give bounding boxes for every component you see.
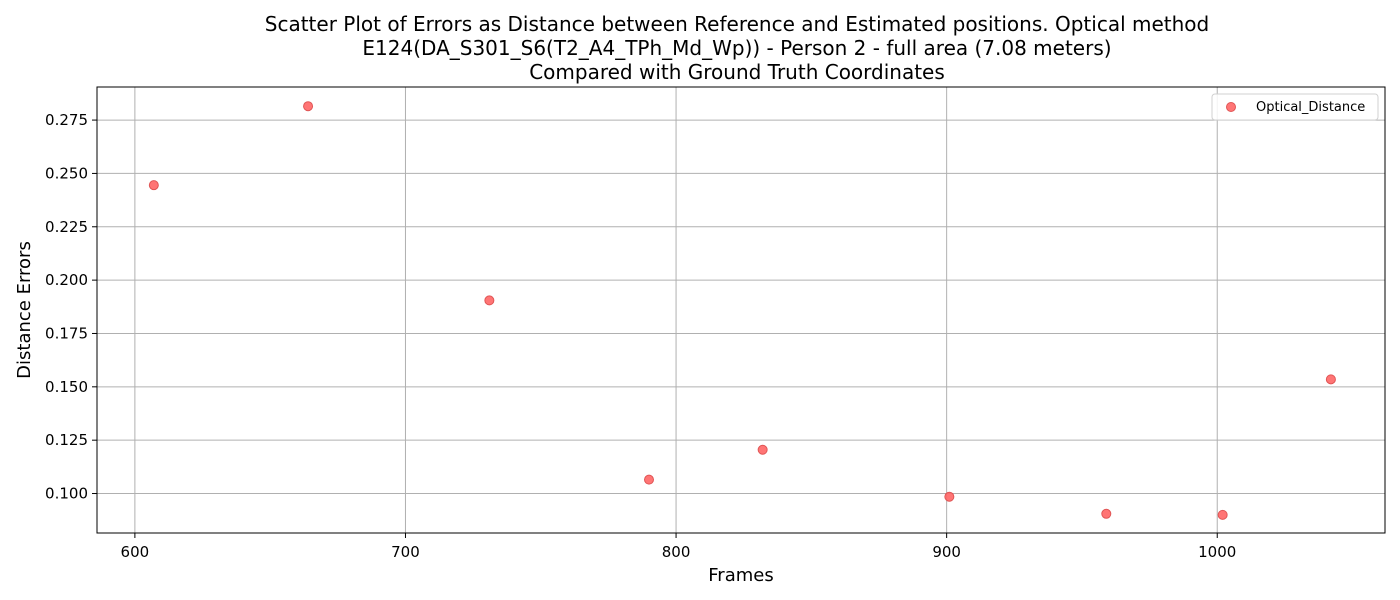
y-tick-label: 0.100 [45, 485, 88, 503]
data-point [484, 295, 495, 306]
y-axis-label: Distance Errors [14, 241, 35, 379]
y-tick-label: 0.125 [45, 431, 88, 449]
y-tick-label: 0.150 [45, 378, 88, 396]
chart-title: Scatter Plot of Errors as Distance betwe… [265, 12, 1209, 84]
y-tick-label: 0.250 [45, 164, 88, 182]
y-axis-ticks: 0.100 0.125 0.150 0.175 0.200 0.225 0.250 0.275 [45, 111, 97, 503]
data-point [944, 491, 955, 502]
legend-box [1211, 93, 1379, 121]
data-point [757, 444, 768, 455]
legend: Optical_Distance [1211, 93, 1379, 121]
x-tick-label: 800 [662, 543, 691, 561]
x-axis-ticks: 600 700 800 900 1000 [121, 533, 1236, 561]
data-points [148, 101, 1336, 520]
x-tick-label: 600 [121, 543, 150, 561]
y-tick-label: 0.225 [45, 218, 88, 236]
y-tick-label: 0.200 [45, 271, 88, 289]
legend-marker [1226, 102, 1236, 112]
data-point [303, 101, 314, 112]
data-point [1217, 509, 1228, 520]
y-tick-label: 0.175 [45, 324, 88, 342]
y-tick-label: 0.275 [45, 111, 88, 129]
plot-frame [96, 86, 1386, 534]
grid [97, 87, 1385, 533]
legend-label: Optical_Distance [1256, 100, 1365, 115]
chart-title-line: E124(DA_S301_S6(T2_A4_TPh_Md_Wp)) - Pers… [362, 36, 1111, 60]
data-point [148, 180, 159, 191]
x-axis-label: Frames [708, 565, 773, 586]
x-tick-label: 900 [932, 543, 961, 561]
x-tick-label: 700 [391, 543, 420, 561]
chart-title-line: Compared with Ground Truth Coordinates [529, 60, 945, 84]
data-point [1101, 508, 1112, 519]
chart-title-line: Scatter Plot of Errors as Distance betwe… [265, 12, 1209, 36]
x-tick-label: 1000 [1198, 543, 1236, 561]
data-point [644, 474, 654, 485]
data-point [1325, 374, 1336, 385]
